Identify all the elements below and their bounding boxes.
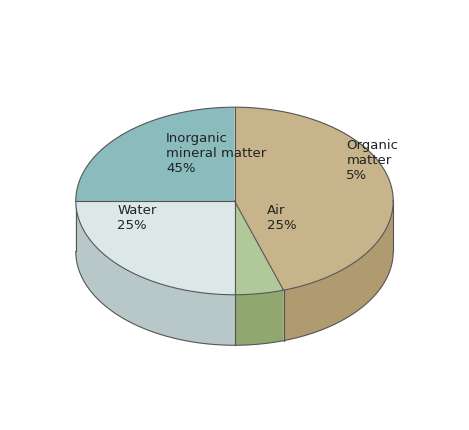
Text: Organic
matter
5%: Organic matter 5% bbox=[346, 138, 398, 181]
Polygon shape bbox=[76, 202, 234, 295]
Polygon shape bbox=[76, 108, 234, 202]
Polygon shape bbox=[234, 108, 393, 291]
Polygon shape bbox=[234, 202, 284, 295]
Polygon shape bbox=[284, 202, 393, 341]
Text: Inorganic
mineral matter
45%: Inorganic mineral matter 45% bbox=[166, 132, 266, 174]
Text: Water
25%: Water 25% bbox=[117, 204, 157, 232]
Polygon shape bbox=[76, 202, 234, 345]
Polygon shape bbox=[234, 291, 284, 345]
Text: Air
25%: Air 25% bbox=[267, 204, 296, 232]
